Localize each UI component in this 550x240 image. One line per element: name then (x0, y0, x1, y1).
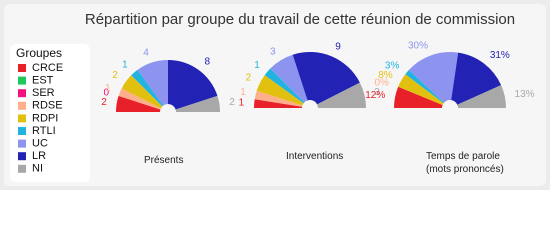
legend-swatch (18, 164, 26, 173)
legend-swatch (18, 152, 26, 161)
value-label: 13% (515, 89, 535, 100)
pie-slice (292, 51, 360, 105)
legend-label: SER (32, 87, 55, 99)
pie-slice (398, 74, 444, 105)
value-label: 2 (229, 97, 235, 108)
pie-slice (118, 88, 161, 110)
pie-caption: Temps de parole (mots prononcés) (426, 151, 504, 175)
value-label: 1 (122, 59, 128, 70)
value-label: 1 (239, 97, 245, 108)
value-label: 3% (385, 60, 400, 71)
value-label: 2 (246, 73, 252, 84)
value-label: 8 (204, 56, 210, 67)
pie-caption: Présents (144, 155, 184, 166)
pie-slice (254, 99, 303, 108)
legend-label: CRCE (32, 62, 63, 74)
pie-slice (270, 54, 308, 103)
pie-slice (457, 85, 506, 108)
chart-title: Répartition par groupe du travail de cet… (85, 11, 515, 28)
value-label: 0 (103, 87, 109, 98)
legend-label: RDSE (32, 100, 63, 112)
legend-swatch (18, 114, 26, 123)
legend-label: RTLI (32, 125, 56, 137)
value-label: 1 (240, 87, 246, 98)
value-label: 2 (101, 97, 107, 108)
value-label: 9 (335, 42, 341, 53)
pie-slice (168, 60, 218, 110)
pie-slice (137, 60, 168, 106)
legend-label: NI (32, 163, 43, 175)
pie-slice (254, 90, 303, 107)
chart: Répartition par groupe du travail de cet… (0, 0, 550, 190)
value-label: 4 (143, 48, 149, 59)
value-label: 8% (378, 70, 393, 81)
legend-swatch (18, 139, 26, 148)
pie-slice (175, 95, 220, 112)
legend-swatch (18, 89, 26, 98)
pie-slice (264, 68, 305, 104)
pie-slice (394, 86, 443, 108)
value-label: 0% (374, 78, 389, 89)
value-label: 3 (374, 87, 380, 98)
legend-title: Groupes (16, 46, 62, 60)
pie-slice (256, 75, 304, 106)
value-label: 1 (105, 83, 111, 94)
value-label: 31% (490, 50, 510, 61)
legend-box (10, 44, 90, 182)
pie-slice (131, 69, 164, 107)
value-label: 3 (270, 46, 276, 57)
chart-svg: Répartition par groupe du travail de cet… (10, 10, 535, 182)
value-label: 30% (408, 40, 428, 51)
legend-label: RDPI (32, 112, 58, 124)
pie-caption: Interventions (286, 151, 344, 162)
pie-slice (405, 70, 445, 104)
legend-label: EST (32, 75, 54, 87)
pie-slice (408, 52, 459, 103)
pie-slice (121, 75, 163, 109)
legend-label: UC (32, 138, 48, 150)
pie-slice (317, 82, 366, 108)
legend-swatch (18, 64, 26, 72)
legend-swatch (18, 76, 26, 85)
value-label: 1 (254, 60, 260, 71)
value-label: 2 (112, 70, 118, 81)
legend-label: LR (32, 150, 46, 162)
legend-swatch (18, 127, 26, 135)
pie-slice (116, 95, 161, 112)
pie-slice (451, 52, 502, 105)
legend-swatch (18, 101, 26, 110)
value-label: 12% (365, 90, 385, 101)
